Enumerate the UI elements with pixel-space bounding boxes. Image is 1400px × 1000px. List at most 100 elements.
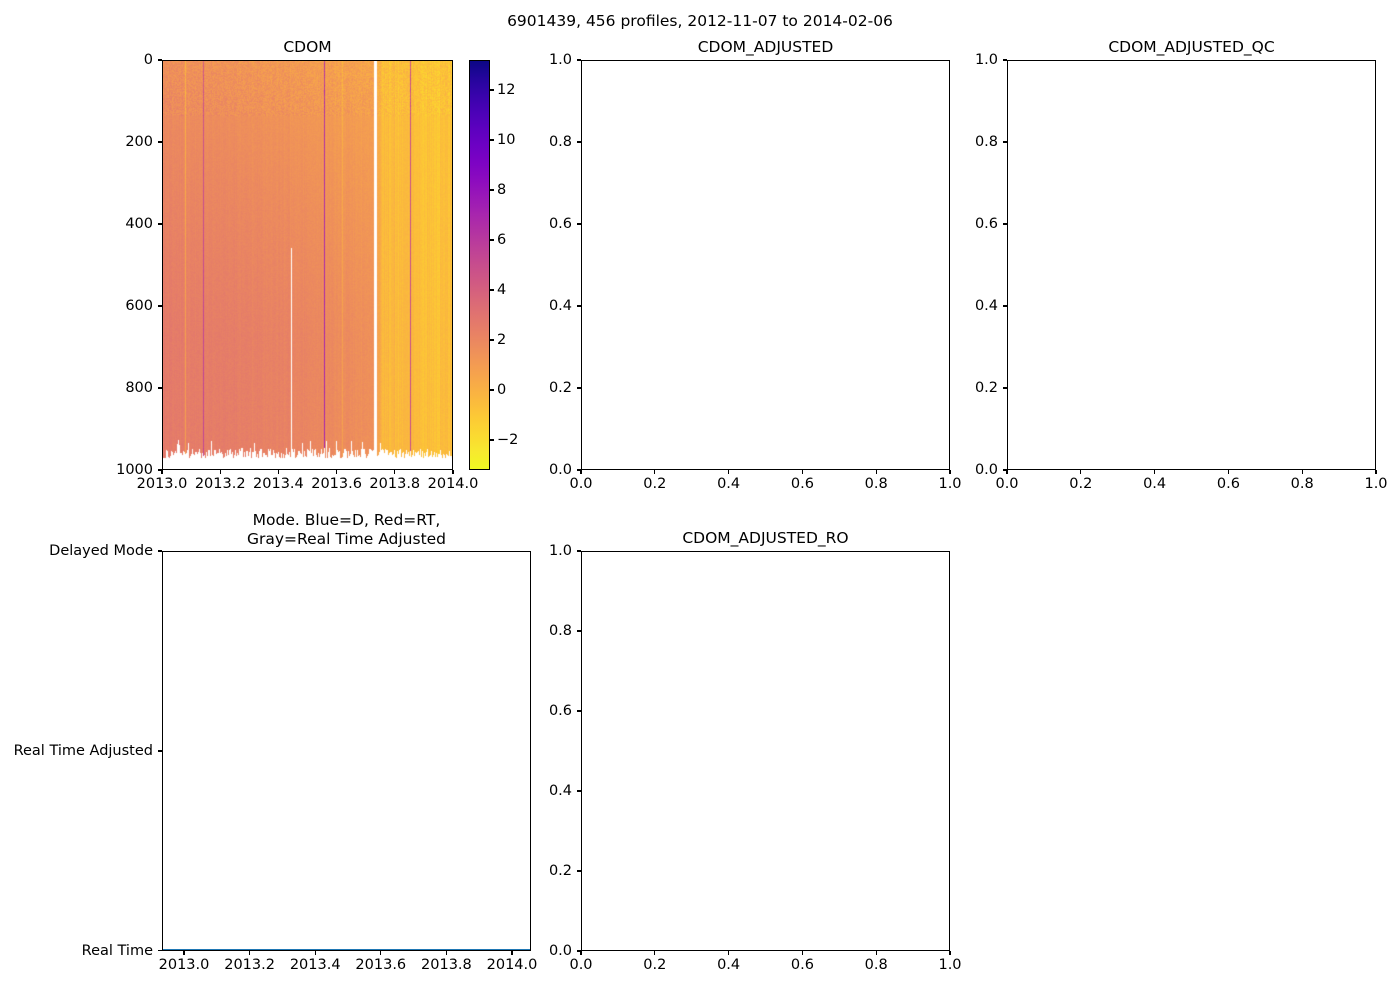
cdom-y-tick [158, 305, 162, 307]
mode-x-ticklabel: 2013.2 [224, 957, 275, 973]
colorbar-ticklabel: 6 [497, 232, 507, 248]
cdom-adjusted-qc-x-tick [1080, 470, 1082, 474]
cdom-heatmap-axes[interactable] [162, 60, 453, 470]
mode-x-ticklabel: 2013.4 [289, 957, 341, 973]
cdom-adjusted-x-ticklabel: 1.0 [938, 476, 962, 492]
mode-panel-title: Mode. Blue=D, Red=RT, Gray=Real Time Adj… [246, 511, 447, 548]
cdom-adjusted-qc-y-ticklabel: 1.0 [974, 52, 998, 68]
cdom-adjusted-ro-y-ticklabel: 1.0 [548, 543, 572, 559]
mode-x-ticklabel: 2013.8 [421, 957, 472, 973]
cdom-adjusted-qc-x-ticklabel: 0.6 [1216, 476, 1240, 492]
cdom-adjusted-ro-x-tick [801, 951, 803, 955]
cdom-adjusted-ro-panel-title: CDOM_ADJUSTED_RO [682, 529, 849, 547]
cdom-adjusted-qc-axes[interactable] [1007, 60, 1376, 470]
cdom-y-ticklabel: 800 [125, 380, 153, 396]
mode-y-tick [158, 950, 162, 952]
cdom-adjusted-y-tick [577, 59, 581, 61]
mode-x-tick [249, 951, 251, 955]
mode-y-ticklabel: Delayed Mode [49, 543, 153, 559]
cdom-adjusted-qc-panel-title: CDOM_ADJUSTED_QC [1108, 38, 1275, 56]
cdom-x-tick [336, 470, 338, 474]
cdom-adjusted-y-tick [577, 141, 581, 143]
colorbar-tick [490, 439, 494, 441]
cdom-adjusted-ro-x-ticklabel: 1.0 [938, 957, 962, 973]
cdom-adjusted-qc-y-tick [1003, 305, 1007, 307]
cdom-adjusted-x-tick [580, 470, 582, 474]
mode-x-tick [183, 951, 185, 955]
cdom-colorbar[interactable] [469, 60, 490, 470]
cdom-adjusted-x-tick [801, 470, 803, 474]
colorbar-tick [490, 239, 494, 241]
cdom-y-tick [158, 469, 162, 471]
cdom-adjusted-qc-x-tick [1006, 470, 1008, 474]
cdom-x-tick [394, 470, 396, 474]
cdom-adjusted-qc-y-tick [1003, 223, 1007, 225]
cdom-adjusted-qc-y-tick [1003, 469, 1007, 471]
cdom-x-ticklabel: 2013.0 [136, 476, 188, 492]
cdom-x-ticklabel: 2013.4 [253, 476, 304, 492]
cdom-adjusted-x-tick [949, 470, 951, 474]
cdom-y-ticklabel: 200 [125, 134, 153, 150]
cdom-adjusted-ro-x-ticklabel: 0.0 [569, 957, 593, 973]
cdom-adjusted-qc-x-ticklabel: 1.0 [1364, 476, 1388, 492]
cdom-adjusted-y-tick [577, 305, 581, 307]
cdom-adjusted-ro-y-tick [577, 630, 581, 632]
cdom-adjusted-ro-y-ticklabel: 0.4 [548, 783, 572, 799]
mode-axes[interactable] [162, 551, 531, 951]
cdom-y-ticklabel: 0 [143, 52, 153, 68]
cdom-adjusted-qc-y-tick [1003, 141, 1007, 143]
colorbar-ticklabel: 4 [497, 282, 507, 298]
cdom-x-tick [277, 470, 279, 474]
cdom-adjusted-ro-y-ticklabel: 0.8 [548, 623, 572, 639]
colorbar-tick [490, 339, 494, 341]
colorbar-ticklabel: 0 [497, 382, 507, 398]
cdom-adjusted-ro-x-ticklabel: 0.2 [643, 957, 667, 973]
colorbar-tick [490, 389, 494, 391]
cdom-adjusted-qc-y-tick [1003, 387, 1007, 389]
cdom-adjusted-ro-y-tick [577, 710, 581, 712]
cdom-y-tick [158, 59, 162, 61]
mode-x-ticklabel: 2014.0 [486, 957, 538, 973]
cdom-adjusted-y-ticklabel: 0.8 [548, 134, 572, 150]
colorbar-ticklabel: −2 [497, 432, 519, 448]
cdom-y-tick [158, 387, 162, 389]
cdom-adjusted-x-ticklabel: 0.6 [790, 476, 814, 492]
cdom-adjusted-qc-y-ticklabel: 0.0 [974, 462, 998, 478]
cdom-adjusted-ro-y-tick [577, 550, 581, 552]
figure-suptitle: 6901439, 456 profiles, 2012-11-07 to 201… [507, 12, 893, 30]
mode-x-ticklabel: 2013.6 [355, 957, 407, 973]
cdom-adjusted-qc-x-tick [1227, 470, 1229, 474]
cdom-panel-title: CDOM [283, 38, 332, 56]
cdom-x-tick [161, 470, 163, 474]
cdom-adjusted-ro-axes[interactable] [581, 551, 950, 951]
cdom-y-ticklabel: 600 [125, 298, 153, 314]
cdom-adjusted-ro-y-tick [577, 950, 581, 952]
cdom-adjusted-ro-y-ticklabel: 0.2 [548, 863, 572, 879]
cdom-adjusted-axes[interactable] [581, 60, 950, 470]
cdom-adjusted-x-ticklabel: 0.4 [717, 476, 741, 492]
mode-x-tick [445, 951, 447, 955]
cdom-adjusted-qc-x-ticklabel: 0.8 [1290, 476, 1314, 492]
mode-x-tick [380, 951, 382, 955]
cdom-heatmap-image [163, 61, 452, 469]
cdom-adjusted-panel-title: CDOM_ADJUSTED [697, 38, 834, 56]
cdom-adjusted-qc-y-ticklabel: 0.4 [974, 298, 998, 314]
cdom-x-tick [219, 470, 221, 474]
cdom-adjusted-x-tick [654, 470, 656, 474]
cdom-adjusted-ro-x-tick [875, 951, 877, 955]
cdom-adjusted-qc-x-ticklabel: 0.4 [1143, 476, 1167, 492]
cdom-adjusted-ro-x-ticklabel: 0.6 [790, 957, 814, 973]
cdom-adjusted-qc-x-tick [1375, 470, 1377, 474]
cdom-adjusted-ro-x-ticklabel: 0.8 [864, 957, 888, 973]
cdom-adjusted-x-ticklabel: 0.8 [864, 476, 888, 492]
cdom-x-ticklabel: 2013.2 [194, 476, 246, 492]
cdom-y-tick [158, 223, 162, 225]
colorbar-tick [490, 139, 494, 141]
mode-y-ticklabel: Real Time Adjusted [13, 743, 153, 759]
cdom-adjusted-qc-x-tick [1154, 470, 1156, 474]
colorbar-gradient [470, 61, 489, 469]
cdom-adjusted-qc-x-tick [1301, 470, 1303, 474]
mode-y-tick [158, 550, 162, 552]
cdom-adjusted-ro-x-tick [728, 951, 730, 955]
